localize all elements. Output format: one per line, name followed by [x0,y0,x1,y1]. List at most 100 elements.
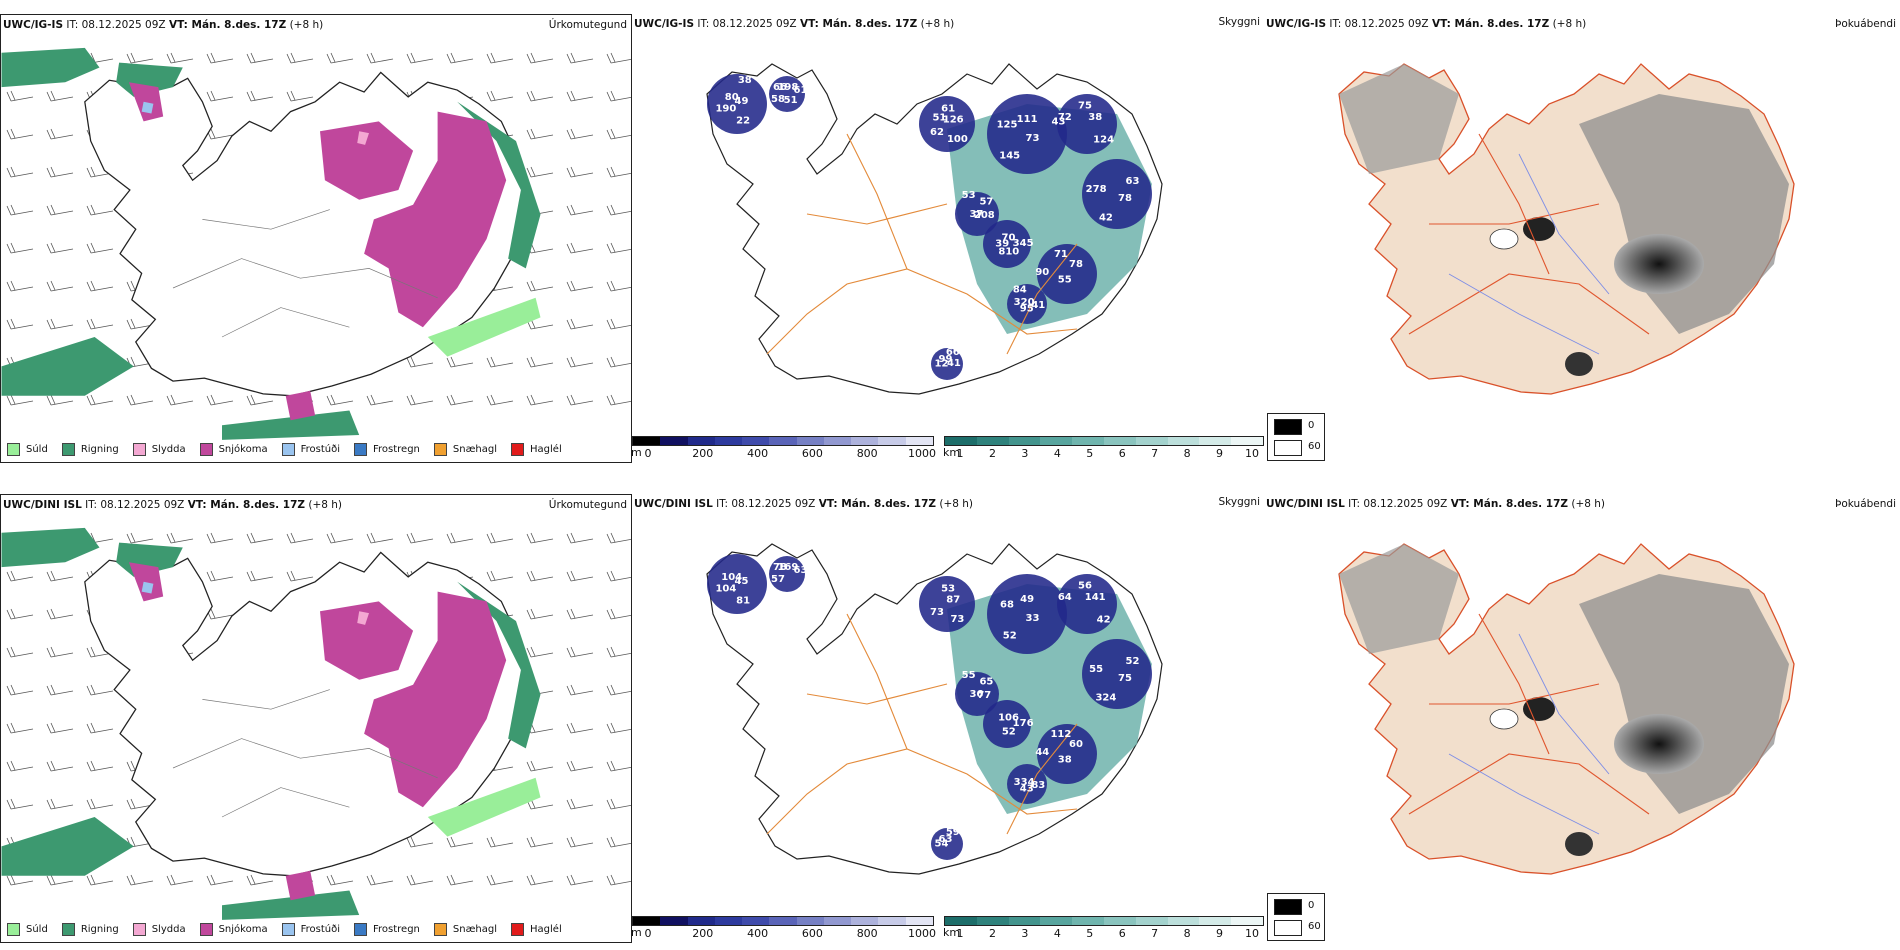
legend-swatch [132,923,146,936]
colorbar-tick-label: 3 [1021,927,1029,940]
ceiling-value-label: 125 [997,120,1018,131]
colorbar-segment [851,917,879,925]
wind-barb [566,52,594,64]
dense-fog-area [1523,697,1555,721]
wind-barb [86,874,114,886]
fog-index-map [1338,63,1795,395]
wind-barb [126,52,154,64]
wind-barb [566,204,594,216]
precip-legend-item: Snjókoma [199,923,268,936]
colorbar-tick-label: 600 [801,927,823,940]
legend-swatch [7,923,20,936]
colorbar-segment [633,437,661,445]
colorbar-tick-label: 4 [1053,447,1061,460]
ceiling-value-label: 104 [721,572,742,583]
colorbar-tick-label: 600 [801,447,823,460]
colorbar-tick-label: 2 [988,447,996,460]
low-ceiling-area [707,74,767,134]
wind-barb [486,836,514,848]
colorbar-segment [905,437,933,445]
ceiling-value-label: 33 [1026,613,1040,624]
ceiling-value-label: 61 [794,85,808,96]
colorbar-segment [1199,917,1232,925]
wind-barb [606,874,631,886]
legend-swatch [7,443,20,456]
ceiling-value-label: 42 [1099,213,1113,224]
legend-label: Snæhagl [452,444,498,455]
ceiling-value-label: 60 [1069,739,1083,750]
ceiling-value-label: 126 [943,115,964,126]
legend-label: Súld [26,924,48,935]
wind-barb [606,798,631,810]
ceiling-value-label: 77 [977,690,991,701]
legend-swatch [354,443,367,456]
colorbar-segment [976,437,1009,445]
wind-barb [166,874,194,886]
rain-area [1,337,134,396]
colorbar-segment [1072,917,1104,925]
colorbar-segment [1167,917,1200,925]
precip-legend-item: Snæhagl [433,443,498,456]
elevation-bar [632,436,934,446]
fog-panel-row1: UWC/IG-IS IT: 08.12.2025 09Z VT: Mán. 8.… [1264,14,1900,463]
wind-barb [526,570,554,582]
low-ceiling-area [931,348,963,380]
wind-barb [366,532,394,544]
ceiling-value-label: 36 [969,689,983,700]
low-ceiling-area [955,192,999,236]
legend-label: Rigning [80,444,119,455]
wind-barb [566,722,594,734]
legend-swatch [132,443,146,456]
precip-legend: Súld Rigning Slydda Snjókoma Frostúði Frostre… [7,443,576,456]
panel-header: UWC/DINI ISL IT: 08.12.2025 09Z VT: Mán.… [634,498,974,510]
dense-fog-area [1523,217,1555,241]
low-ceiling-area [983,220,1031,268]
wind-barb [326,532,354,544]
legend-label: Haglél [530,924,562,935]
elevation-tick-labels: 0 200 400 600 800 1000 [632,926,937,940]
cloud-swatch-0 [1274,419,1302,435]
panel-header: UWC/IG-IS IT: 08.12.2025 09Z VT: Mán. 8.… [3,19,324,31]
ceiling-value-label: 80 [725,92,739,103]
rain-area [1,47,100,88]
wind-barb [286,90,314,102]
precip-legend-item: Frostregn [354,923,420,936]
wind-barb [6,90,34,102]
wind-barb [46,166,74,178]
elevation-tick-labels: 0 200 400 600 800 1000 [632,446,937,460]
sleet-area [357,611,369,625]
ceiling-value-label: 51 [932,112,946,123]
wind-barb [206,394,234,406]
precip-legend-item: Haglél [511,923,562,936]
ceiling-value-label: 63 [794,565,808,576]
wind-barb [366,394,394,406]
ceiling-value-label: 106 [998,713,1019,724]
precip-panel-row1: UWC/IG-IS IT: 08.12.2025 09Z VT: Mán. 8.… [0,14,632,463]
colorbar-segment [1231,917,1263,925]
ceiling-value-label: 66 [946,347,960,358]
colorbar-tick-label: 10 [1245,447,1259,460]
colorbar-tick-label: 1000 [908,447,936,460]
dense-fog-area [1614,234,1704,294]
ceiling-value-label: 100 [947,134,968,145]
wind-barb [406,874,434,886]
ceiling-value-label: 12 [935,358,949,369]
wind-barb [46,90,74,102]
ceiling-value-label: 45 [735,576,749,587]
wind-barb [246,394,274,406]
colorbar-segment [714,917,743,925]
ceiling-value-label: 52 [1002,727,1016,738]
legend-label: Frostúði [300,444,340,455]
wind-barb [86,318,114,330]
precip-legend-item: Frostúði [281,443,340,456]
precip-legend-item: Frostregn [354,443,420,456]
freezing-drizzle-area [141,581,154,594]
legend-swatch [61,443,75,456]
visibility-unit: km [943,446,961,459]
colorbar-tick-label: 800 [856,447,878,460]
ceiling-value-label: 66 [773,82,787,93]
ceiling-value-label: 320 [1014,297,1035,308]
low-ceiling-area [1057,574,1117,634]
fog-index-map [1338,543,1795,875]
wind-barb [46,570,74,582]
